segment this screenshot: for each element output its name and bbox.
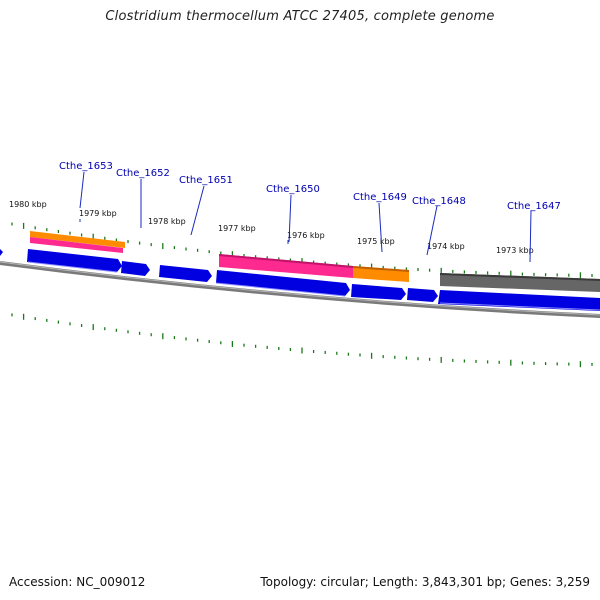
cds-bar-orange-1653[interactable]: [30, 231, 125, 248]
tick-row-lower: [11, 313, 593, 368]
callout-line-1647: [529, 210, 532, 263]
kbp-labels: 1980 kbp 1979 kbp 1978 kbp 1977 kbp 1976…: [9, 200, 534, 255]
kbp-label: 1979 kbp: [79, 209, 117, 218]
gene-arrow-1650-edge: [215, 282, 346, 297]
kbp-label: 1975 kbp: [357, 237, 395, 246]
gene-label-1648[interactable]: Cthe_1648: [412, 196, 466, 207]
map-title: Clostridium thermocellum ATCC 27405, com…: [105, 9, 495, 24]
gene-arrow-1647[interactable]: [438, 290, 600, 311]
gene-label-1652[interactable]: Cthe_1652: [116, 168, 170, 179]
kbp-label: 1978 kbp: [148, 217, 186, 226]
cds-bar-orange-1649-top: [353, 266, 409, 272]
gene-labels: Cthe_1653 Cthe_1652 Cthe_1651 Cthe_1650 …: [59, 161, 561, 212]
kbp-leaders: [79, 219, 289, 244]
cds-track: [30, 231, 600, 292]
gene-callout-lines: [79, 171, 532, 263]
kbp-label: 1973 kbp: [496, 246, 534, 255]
gene-arrow-1653[interactable]: [27, 249, 122, 272]
tick-row-upper: [11, 222, 593, 279]
genome-backbone-highlight: [0, 261, 600, 316]
gene-label-1651[interactable]: Cthe_1651: [179, 175, 233, 186]
kbp-label: 1977 kbp: [218, 224, 256, 233]
gene-track: [0, 249, 600, 311]
callout-line-1648: [426, 205, 438, 256]
gene-label-1653[interactable]: Cthe_1653: [59, 161, 113, 172]
kbp-label: 1980 kbp: [9, 200, 47, 209]
gene-arrow-1647-edge: [439, 302, 600, 311]
cds-bar-pink-1650[interactable]: [219, 254, 353, 278]
gene-arrow-1648[interactable]: [407, 288, 438, 302]
accession-text: Accession: NC_009012: [9, 575, 146, 589]
gene-label-1647[interactable]: Cthe_1647: [507, 201, 561, 212]
kbp-label: 1976 kbp: [287, 231, 325, 240]
gene-arrow-1652[interactable]: [121, 261, 150, 276]
genome-backbone: [0, 261, 600, 318]
gene-label-1650[interactable]: Cthe_1650: [266, 184, 320, 195]
gene-label-1649[interactable]: Cthe_1649: [353, 192, 407, 203]
gene-arrow-partial-left: [0, 249, 3, 256]
kbp-label: 1974 kbp: [427, 242, 465, 251]
callout-line-1651: [190, 185, 205, 236]
gene-arrow-1650[interactable]: [216, 270, 350, 296]
gene-arrow-1649[interactable]: [351, 284, 406, 300]
gene-arrow-1651[interactable]: [159, 265, 212, 282]
callout-line-1649: [378, 202, 383, 253]
cds-bar-gray-1647-top: [440, 273, 600, 281]
callout-line-1653: [79, 171, 85, 209]
cds-bar-pink-1653[interactable]: [30, 237, 123, 253]
gene-arrow-1653-edge: [27, 261, 118, 273]
callout-line-1650: [288, 194, 292, 243]
cds-bar-pink-1650-top: [219, 254, 353, 268]
genome-summary-text: Topology: circular; Length: 3,843,301 bp…: [260, 575, 590, 589]
